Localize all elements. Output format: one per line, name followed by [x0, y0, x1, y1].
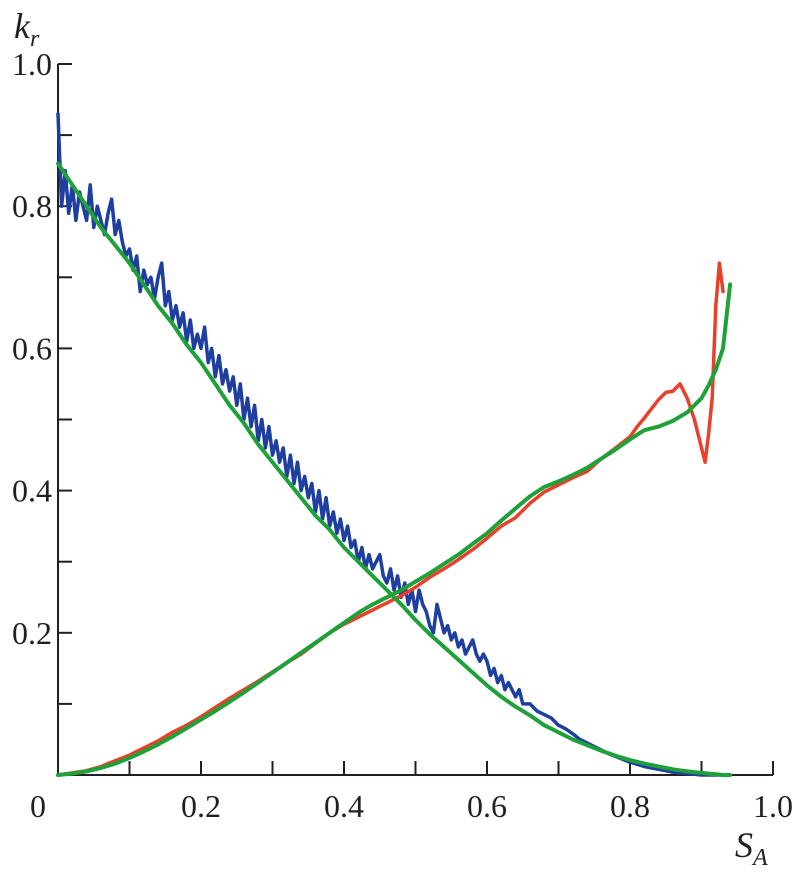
y-axis-title-main: k: [14, 6, 31, 46]
x-axis-title-sub: A: [751, 845, 768, 871]
plot-area: 0 0.2 0.4 0.6 0.8 1.0 0.2 0.4 0.6 0.8 1.0: [12, 46, 793, 824]
y-axis-title-sub: r: [30, 26, 40, 52]
x-tick-label: 0.4: [324, 788, 364, 824]
x-tick-label: 0.8: [610, 788, 650, 824]
x-tick-label: 0: [30, 788, 46, 824]
x-tick-label: 0.6: [467, 788, 507, 824]
tick-labels: 0 0.2 0.4 0.6 0.8 1.0 0.2 0.4 0.6 0.8 1.0: [12, 46, 793, 824]
axis-ticks: [58, 63, 774, 775]
series-lines: [56, 112, 733, 777]
y-tick-label: 0.8: [12, 188, 52, 224]
series-line-blue: [56, 112, 725, 777]
y-tick-label: 0.4: [12, 473, 52, 509]
y-axis-title: kr: [14, 6, 40, 52]
x-tick-label: 1.0: [753, 788, 793, 824]
series-line-green-fit-2: [56, 282, 733, 777]
y-tick-label: 0.2: [12, 615, 52, 651]
y-tick-label: 0.6: [12, 330, 52, 366]
series-line-red: [56, 261, 725, 777]
x-tick-label: 0.2: [181, 788, 221, 824]
series-line-green-fit-1: [56, 161, 733, 777]
y-tick-label: 1.0: [12, 46, 52, 82]
x-axis-title: SA: [735, 825, 768, 871]
x-axis-title-main: S: [735, 825, 753, 865]
